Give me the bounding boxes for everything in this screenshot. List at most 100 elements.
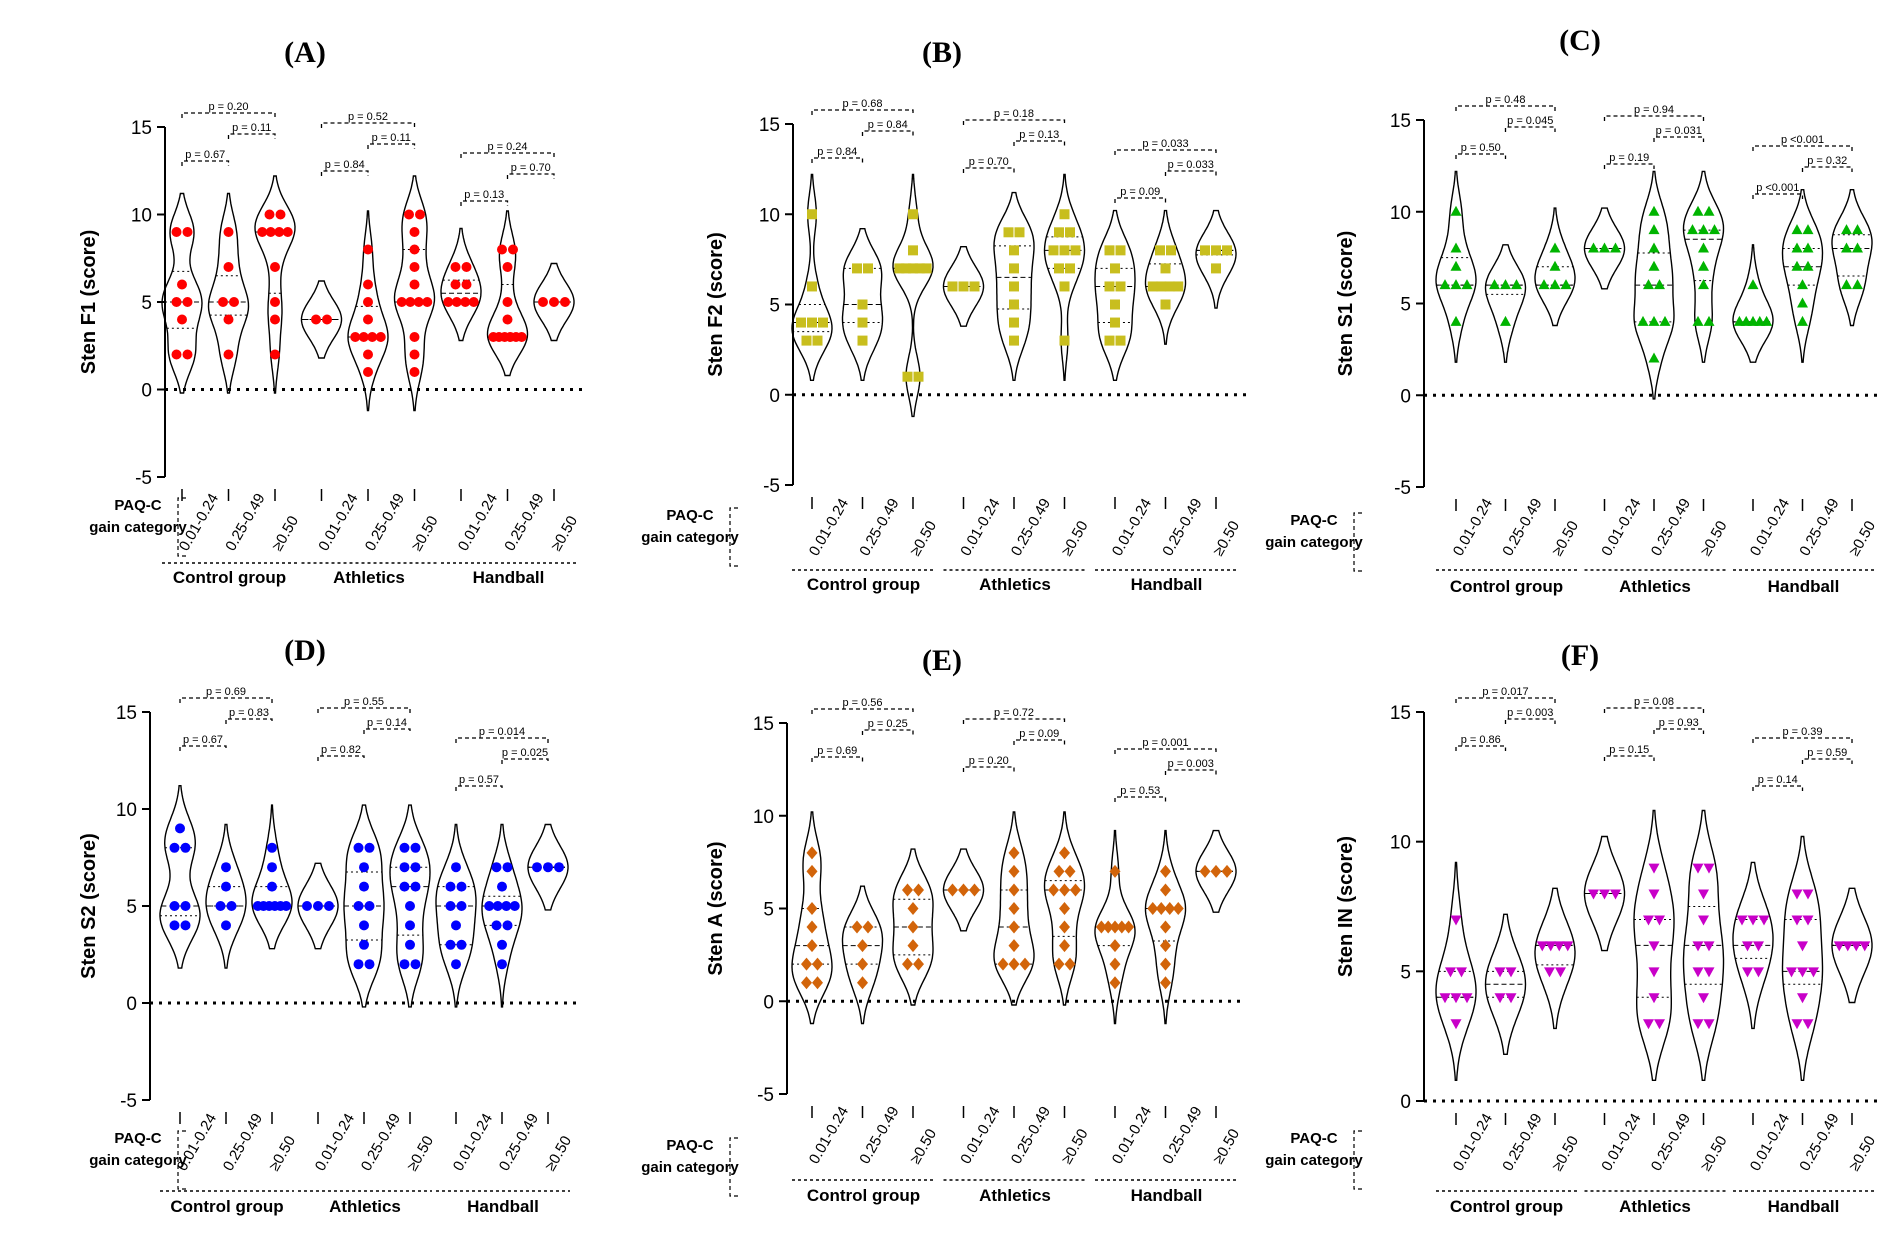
y-tick-label: 5 bbox=[769, 296, 780, 317]
data-point bbox=[171, 227, 182, 237]
group-label: Athletics bbox=[1619, 1197, 1691, 1216]
group-label: Handball bbox=[1131, 575, 1203, 594]
significance-bracket bbox=[455, 737, 549, 743]
data-point bbox=[1687, 224, 1698, 235]
significance-bracket bbox=[1114, 149, 1217, 155]
data-point bbox=[857, 939, 868, 953]
significance-bracket bbox=[1013, 739, 1066, 745]
data-point bbox=[1461, 993, 1473, 1004]
y-tick-label: 0 bbox=[763, 992, 774, 1013]
paqc-bracket bbox=[177, 1130, 186, 1190]
data-point bbox=[1160, 920, 1171, 934]
data-point bbox=[267, 881, 277, 892]
data-point bbox=[1797, 967, 1808, 978]
violin-outline bbox=[1732, 861, 1774, 1030]
y-tick-label: 5 bbox=[126, 897, 137, 918]
data-point bbox=[1599, 242, 1610, 253]
p-value-label: p = 0.14 bbox=[367, 717, 407, 729]
significance-bracket bbox=[501, 758, 549, 764]
significance-bracket bbox=[1801, 166, 1853, 172]
data-point bbox=[1505, 967, 1517, 978]
data-point bbox=[1500, 279, 1511, 290]
p-value-label: p = 0.033 bbox=[1142, 138, 1188, 150]
violin-outline bbox=[1534, 207, 1576, 327]
data-point bbox=[862, 920, 874, 934]
data-point bbox=[405, 901, 415, 911]
data-point bbox=[1009, 281, 1019, 292]
group-label: Control group bbox=[1450, 1197, 1563, 1216]
data-point bbox=[461, 279, 472, 290]
data-point bbox=[812, 335, 823, 346]
y-tick-label: -5 bbox=[135, 468, 152, 489]
violin-outline bbox=[1633, 809, 1675, 1081]
p-value-label: p = 0.18 bbox=[994, 108, 1034, 120]
significance-bracket bbox=[962, 167, 1015, 173]
y-tick-label: 15 bbox=[116, 703, 137, 724]
data-point bbox=[1786, 967, 1797, 978]
data-point bbox=[1692, 315, 1704, 326]
data-point bbox=[1841, 224, 1852, 235]
data-point bbox=[1102, 920, 1114, 934]
data-point bbox=[1222, 245, 1232, 256]
data-point bbox=[409, 244, 420, 255]
data-point bbox=[1648, 205, 1660, 216]
significance-bracket bbox=[1752, 785, 1804, 791]
significance-bracket bbox=[861, 729, 914, 735]
data-point bbox=[1648, 352, 1660, 363]
data-point bbox=[1736, 915, 1748, 926]
violin-outline bbox=[1195, 209, 1237, 309]
data-point bbox=[281, 901, 292, 911]
violin-outline bbox=[1043, 173, 1086, 381]
data-point bbox=[947, 281, 958, 292]
data-point bbox=[399, 881, 410, 892]
violin-outline bbox=[440, 227, 482, 342]
data-point bbox=[1494, 967, 1506, 978]
data-point bbox=[1698, 242, 1709, 253]
y-tick-label: 0 bbox=[769, 386, 780, 407]
p-value-label: p = 0.84 bbox=[868, 119, 908, 131]
data-point bbox=[491, 862, 502, 873]
data-point bbox=[363, 297, 373, 307]
p-value-label: p = 0.55 bbox=[344, 696, 384, 708]
data-point bbox=[1648, 889, 1660, 900]
data-point bbox=[501, 901, 512, 911]
data-point bbox=[367, 332, 378, 342]
data-point bbox=[1115, 245, 1126, 256]
significance-bracket bbox=[1114, 197, 1167, 203]
data-point bbox=[264, 209, 275, 220]
data-point bbox=[857, 976, 868, 990]
data-point bbox=[169, 901, 180, 911]
data-point bbox=[182, 349, 193, 360]
gain-category-label: gain category bbox=[641, 1159, 739, 1176]
data-point bbox=[908, 209, 918, 220]
p-value-label: p = 0.84 bbox=[817, 146, 857, 158]
significance-bracket bbox=[811, 708, 914, 714]
data-point bbox=[215, 901, 226, 911]
significance-bracket bbox=[1603, 707, 1705, 713]
data-point bbox=[812, 976, 823, 990]
p-value-label: p = 0.50 bbox=[1461, 142, 1501, 154]
data-point bbox=[177, 279, 187, 290]
y-tick-label: 15 bbox=[1390, 111, 1411, 132]
data-point bbox=[1610, 242, 1621, 253]
panel-title: (F) bbox=[1561, 639, 1599, 672]
data-point bbox=[1456, 967, 1467, 978]
p-value-label: p = 0.86 bbox=[1461, 734, 1501, 746]
data-point bbox=[1489, 279, 1500, 290]
group-label: Control group bbox=[807, 1186, 920, 1205]
data-point bbox=[175, 823, 185, 834]
data-point bbox=[1008, 902, 1020, 915]
category-label: ≥0.50 bbox=[548, 513, 581, 554]
violin-outline bbox=[161, 192, 203, 394]
data-point bbox=[1797, 297, 1808, 308]
data-point bbox=[413, 297, 424, 307]
data-point bbox=[1104, 245, 1115, 256]
violin-outline bbox=[892, 173, 934, 418]
violin-outline bbox=[1831, 887, 1873, 1004]
violin-outline bbox=[251, 804, 293, 950]
data-point bbox=[1450, 260, 1462, 271]
data-point bbox=[1059, 335, 1070, 346]
significance-bracket bbox=[179, 745, 227, 751]
